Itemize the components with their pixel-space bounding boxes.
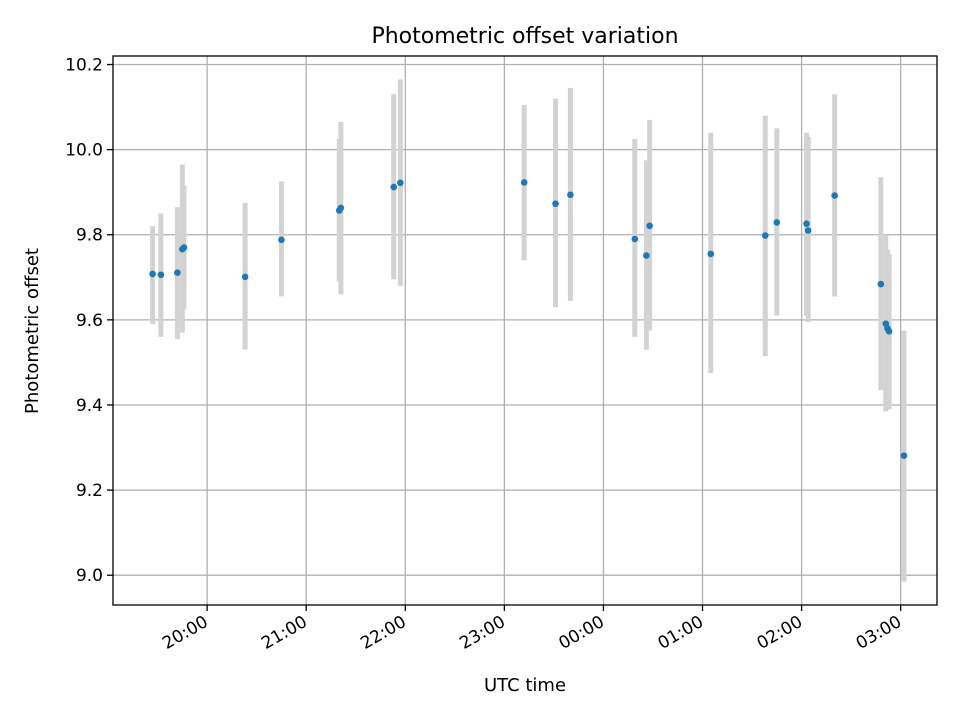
y-tick-label: 9.0 [76,566,103,586]
error-bars [150,79,907,582]
data-point [567,191,574,199]
x-tick-label: 02:00 [754,612,806,654]
x-tick-label: 00:00 [556,612,608,654]
x-tick-label: 01:00 [655,612,707,654]
data-point [773,219,781,226]
data-point [337,204,345,212]
data-point [643,252,650,259]
y-tick-label: 9.4 [76,396,103,416]
data-point [900,452,908,459]
x-axis-ticks: 20:00 21:00 22:00 23:00 00:00 01:00 02:00 03:00 [159,605,905,654]
x-tick-label: 23:00 [456,612,508,654]
data-point [552,200,559,207]
x-tick-label: 03:00 [853,612,905,654]
data-point [804,227,812,234]
data-point [278,236,285,244]
data-point [149,270,156,278]
data-point [180,244,188,251]
data-point [520,179,528,186]
data-point [803,220,810,227]
data-point [241,273,249,281]
y-tick-label: 9.2 [76,481,103,501]
data-point [390,183,398,191]
data-point [877,280,885,288]
data-point [707,250,715,258]
x-tick-label: 20:00 [159,612,211,654]
y-tick-label: 10.0 [65,141,103,161]
data-point [397,179,404,187]
data-point [646,222,653,230]
data-point [631,235,639,243]
data-point [174,269,181,276]
y-axis-label: Photometric offset [22,248,43,414]
plot-frame [112,55,938,606]
data-points [149,179,908,459]
chart-title: Photometric offset variation [371,24,678,49]
y-tick-label: 9.8 [76,226,103,246]
data-point [761,232,769,239]
y-axis-ticks: 9.0 9.2 9.4 9.6 9.8 10.0 10.2 [65,56,113,586]
y-tick-label: 10.2 [65,56,103,76]
data-point [157,271,165,279]
data-point [831,192,838,199]
y-tick-label: 9.6 [76,311,103,331]
x-tick-label: 21:00 [258,612,310,654]
x-tick-label: 22:00 [357,612,409,654]
data-point [885,328,893,335]
x-axis-label: UTC time [484,675,566,696]
